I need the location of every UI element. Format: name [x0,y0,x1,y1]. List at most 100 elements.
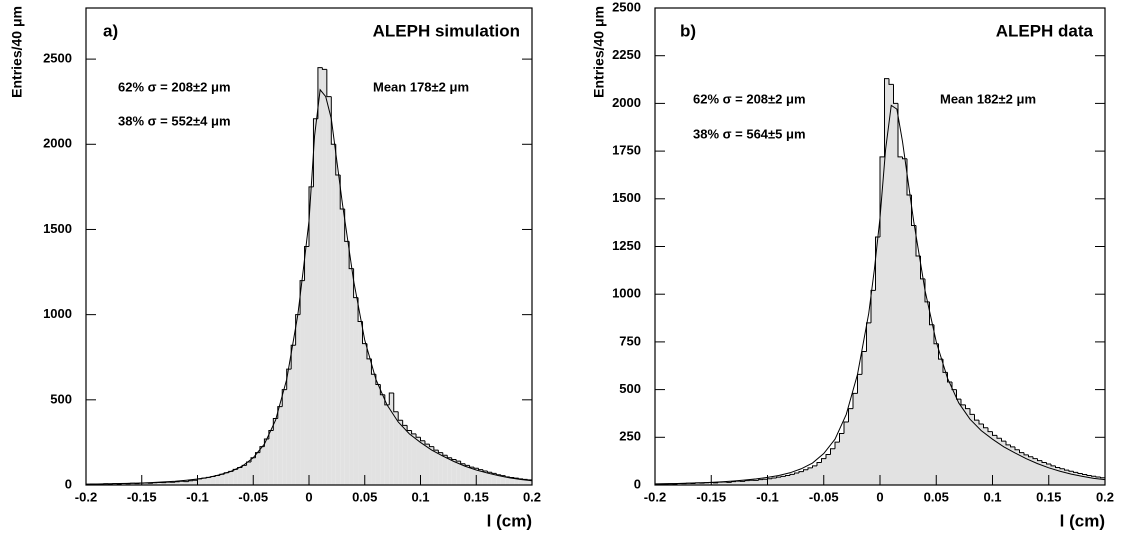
bar-outline [771,477,777,479]
bar-outline [295,314,301,346]
annotation: Mean 178±2 μm [373,79,469,94]
x-tick-label: 0.2 [1096,489,1114,504]
bar-outline [987,427,993,433]
bar [407,430,412,485]
bar [727,482,732,485]
bar [736,481,741,485]
bar [505,476,510,485]
bar [157,482,162,485]
bar [322,69,327,485]
bar [1082,474,1087,485]
y-tick-label: 250 [619,429,641,444]
bar-outline [807,467,813,470]
bar [1069,471,1074,485]
bar-outline [433,446,439,451]
bar-outline [839,432,844,443]
bar [335,174,341,485]
bar-outline [852,392,858,409]
bar-outline [830,448,835,455]
bar [469,467,475,485]
bar [785,475,790,485]
bar [206,477,211,485]
bar [1001,441,1006,485]
bar [447,457,452,485]
bar [166,482,171,485]
bar [853,393,858,485]
panel-label: b) [680,21,696,40]
bar [929,324,934,485]
y-tick-label: 2000 [612,95,641,110]
x-tick-label: -0.05 [238,489,268,504]
bar [210,476,216,485]
bar [112,483,118,485]
fit-curve [85,88,533,485]
bar-outline [767,478,772,480]
bar [1024,454,1029,485]
bar [375,384,381,485]
bar [161,482,167,485]
bar [264,439,269,485]
bar [700,483,705,485]
x-axis-label: l (cm) [1060,511,1105,530]
x-tick-label: 0.1 [411,489,429,504]
bar [988,431,993,485]
y-tick-label: 1500 [43,221,72,236]
y-tick-label: 1750 [612,143,641,158]
bar [767,478,772,485]
bar-outline [785,474,790,477]
bar [934,343,939,485]
bar [179,481,185,485]
bar [193,480,198,485]
bar-outline [290,344,296,370]
bar-outline [821,458,826,463]
bar-outline [789,473,795,476]
bar-outline [473,467,479,469]
fit-curve [654,104,1106,485]
bar-outline [286,368,292,390]
chart-title: ALEPH simulation [373,21,520,40]
bar [754,480,759,485]
bar [772,477,777,485]
bar [889,84,894,485]
x-tick-label: -0.1 [756,489,778,504]
bar [380,394,385,485]
bar [496,474,501,485]
bar-outline [902,156,907,160]
bar-outline [1023,452,1029,456]
bar [920,278,925,485]
bar-outline [780,475,786,478]
bar [175,481,180,485]
bar-outline [1055,465,1060,468]
bar [691,483,696,485]
bar [371,374,376,485]
bar [1064,470,1069,485]
bar [491,473,497,485]
bar [148,483,153,485]
bar-outline [1064,468,1069,471]
bar-outline [888,78,894,85]
bar-outline [956,389,961,400]
bar [1046,464,1051,485]
annotation: 62% σ = 208±2 μm [118,79,231,94]
bar [170,482,176,485]
bar-outline [1014,446,1020,451]
bar [482,471,488,485]
y-tick-label: 2250 [612,47,641,62]
bar [246,462,252,485]
bar [704,482,709,485]
bar-outline [1005,441,1011,446]
bar-outline [992,431,997,436]
bar-outline [442,452,448,456]
bar [317,67,323,485]
bar-outline [825,453,831,459]
bar-outline [486,471,492,473]
bar-outline [951,381,957,391]
bar-outline [254,452,260,458]
bar [438,452,443,485]
y-axis-label: Entries/40 μm [9,6,25,98]
bar [1010,446,1015,485]
bar-outline [393,393,399,413]
bar [282,389,287,485]
bar [1096,476,1101,485]
